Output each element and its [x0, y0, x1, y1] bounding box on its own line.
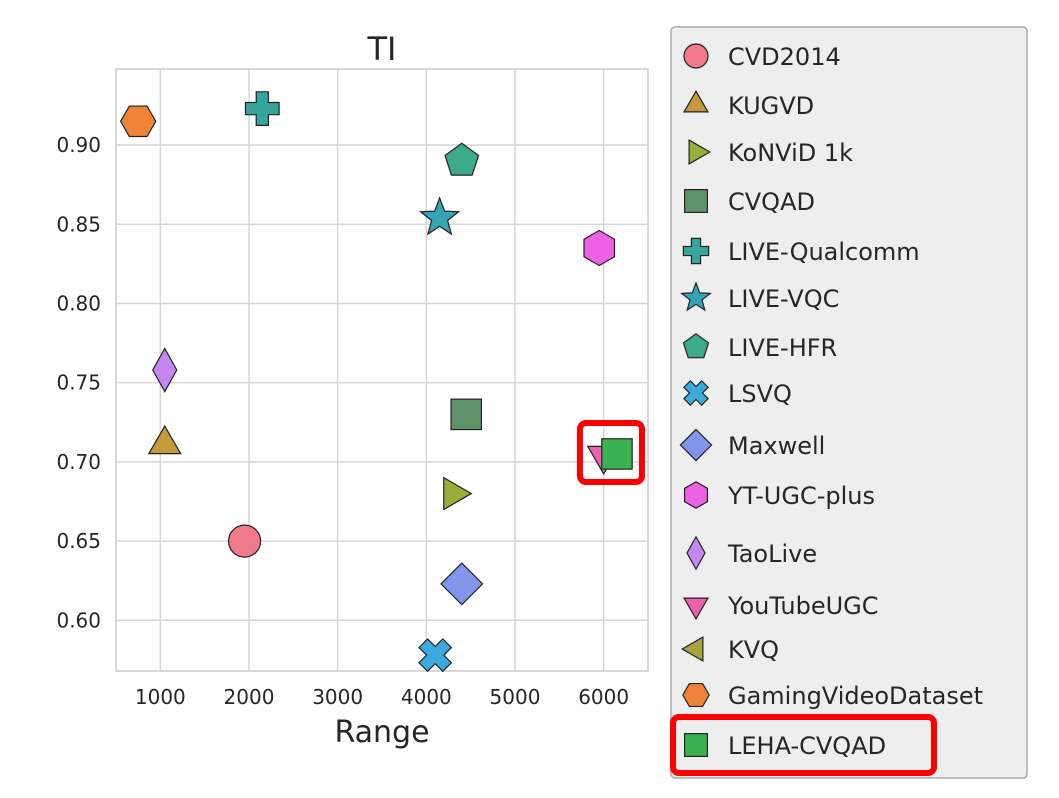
legend-marker-leha-cvqad — [683, 732, 708, 757]
point-live-vqc — [418, 196, 461, 236]
legend-marker-kvq — [680, 636, 704, 662]
point-cvd2014 — [227, 524, 262, 558]
x-axis-title: Range — [334, 715, 429, 750]
legend-label: KUGVD — [728, 92, 814, 120]
legend-marker-maxwell — [679, 428, 713, 462]
legend-marker-cvd2014 — [683, 43, 709, 69]
legend-label: GamingVideoDataset — [728, 682, 983, 710]
x-tick-label: 3000 — [312, 685, 363, 709]
plot-area-frame — [115, 68, 649, 672]
x-axis-ticks: 1000 2000 3000 4000 5000 6000 — [135, 685, 629, 709]
legend-label: TaoLive — [727, 540, 817, 568]
point-taolive — [152, 347, 178, 393]
legend-label: CVQAD — [728, 188, 815, 216]
legend-marker-kugvd — [683, 89, 709, 113]
legend: CVD2014 KUGVD KoNViD 1k CVQAD LIVE-Qualcomm L… — [670, 26, 1028, 779]
y-tick-label: 0.85 — [56, 212, 101, 236]
grid-lines — [116, 69, 648, 671]
legend-marker-konvid-1k — [688, 139, 712, 165]
legend-marker-gamingvideodataset — [682, 682, 710, 708]
legend-label: KoNViD 1k — [728, 139, 853, 167]
legend-marker-youtubeugc — [683, 597, 709, 621]
highlight-box-legend — [670, 714, 937, 776]
point-lsvq — [418, 638, 453, 673]
x-tick-label: 5000 — [490, 685, 541, 709]
legend-label: YouTubeUGC — [727, 592, 879, 620]
y-axis-ticks: 0.60 0.65 0.70 0.75 0.80 0.85 0.90 — [56, 133, 101, 632]
legend-marker-cvqad — [683, 189, 708, 214]
legend-label: KVQ — [728, 636, 779, 664]
legend-label: LIVE-Qualcomm — [728, 238, 920, 266]
legend-marker-lsvq — [683, 380, 709, 406]
legend-marker-taolive — [686, 535, 706, 571]
y-tick-label: 0.90 — [56, 133, 101, 157]
legend-marker-live-hfr — [682, 333, 710, 359]
data-points — [119, 91, 633, 673]
legend-label: LIVE-VQC — [728, 285, 839, 313]
point-gamingvideodataset — [119, 105, 157, 138]
x-tick-label: 6000 — [578, 685, 629, 709]
highlight-boxes — [576, 419, 937, 776]
y-tick-label: 0.65 — [56, 529, 101, 553]
point-kugvd — [147, 424, 182, 455]
point-yt-ugc-plus — [583, 229, 616, 267]
highlight-box-point — [576, 419, 645, 485]
y-tick-label: 0.70 — [56, 450, 101, 474]
y-tick-label: 0.80 — [56, 291, 101, 315]
legend-marker-yt-ugc-plus — [683, 481, 709, 509]
legend-label: LSVQ — [728, 380, 792, 408]
legend-marker-live-qualcomm — [682, 237, 710, 265]
x-tick-label: 4000 — [401, 685, 452, 709]
y-tick-label: 0.75 — [56, 371, 101, 395]
point-maxwell — [440, 562, 484, 606]
point-konvid-1k — [443, 476, 473, 511]
point-cvqad — [450, 398, 483, 431]
legend-label: LIVE-HFR — [728, 334, 837, 362]
legend-box — [670, 26, 1028, 779]
legend-label: CVD2014 — [728, 43, 841, 71]
x-tick-label: 2000 — [224, 685, 275, 709]
chart-title: TI — [367, 30, 397, 68]
legend-label: YT-UGC-plus — [727, 482, 875, 510]
point-leha-cvqad — [601, 438, 633, 470]
point-live-qualcomm — [244, 91, 280, 127]
point-live-hfr — [444, 142, 480, 176]
legend-label: LEHA-CVQAD — [728, 732, 886, 760]
y-tick-label: 0.60 — [56, 608, 101, 632]
x-tick-label: 1000 — [135, 685, 186, 709]
legend-marker-live-vqc — [680, 281, 712, 312]
legend-label: Maxwell — [728, 432, 825, 460]
